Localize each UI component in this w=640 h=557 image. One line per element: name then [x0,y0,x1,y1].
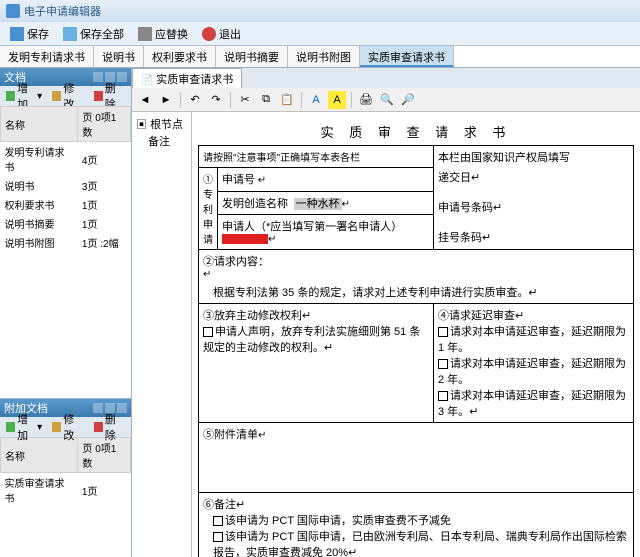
tree-node[interactable]: 备注 [136,132,187,150]
document-tabs: 发明专利请求书说明书权利要求书说明书摘要说明书附图实质审查请求书 [0,46,640,68]
edit-icon [52,91,61,101]
select-button[interactable]: A [307,91,325,109]
doc-tab[interactable]: 实质审查请求书 [360,46,454,67]
checkbox[interactable] [438,359,448,369]
zoom-in-button[interactable]: 🔎 [399,91,417,109]
attach-panel-toolbar: 增加 ▾ 修改 删除 [0,417,131,437]
checkbox[interactable] [203,327,213,337]
list-item[interactable]: 说明书3页 [1,176,131,195]
nav-back-button[interactable]: ◄ [136,91,154,109]
cut-button[interactable]: ✂ [236,91,254,109]
delete-icon [94,91,103,101]
save-all-icon [63,27,77,41]
content-tab-active[interactable]: 📄 实质审查请求书 [132,68,242,89]
doc-tab[interactable]: 说明书摘要 [216,46,288,67]
form-table: 请按照"注意事项"正确填写本表各栏 本栏由国家知识产权局填写 递交日↵ 申请号条… [198,145,634,557]
doc-tab[interactable]: 说明书 [94,46,144,67]
main-toolbar: 保存 保存全部 应替换 退出 [0,22,640,46]
docs-list: 名称页 0项1数发明专利请求书4页说明书3页权利要求书1页说明书摘要1页说明书附… [0,106,131,398]
undo-button[interactable]: ↶ [186,91,204,109]
content-tabbar: 📄 实质审查请求书 [132,68,640,88]
section-3-right: ④请求延迟审查↵ 请求对本申请延迟审查，延迟期限为 1 年。 请求对本申请延迟审… [434,304,634,423]
print-button[interactable]: 🖨 [357,91,375,109]
sidebar: 文档 增加 ▾ 修改 删除 名称页 0项1数发明专利请求书4页说明书3页权利要求… [0,68,132,557]
list-item[interactable]: 说明书摘要1页 [1,214,131,233]
list-item[interactable]: 发明专利请求书4页 [1,142,131,177]
edit-icon [52,422,61,432]
doc-tab[interactable]: 权利要求书 [144,46,216,67]
save-button[interactable]: 保存 [4,24,55,44]
save-icon [10,27,24,41]
replace-icon [138,27,152,41]
attach-delete-button[interactable]: 删除 [90,410,129,444]
section-4: ⑤附件清单↵ [199,423,634,493]
doc-tab[interactable]: 发明专利请求书 [0,46,94,67]
save-all-button[interactable]: 保存全部 [57,24,130,44]
nav-fwd-button[interactable]: ► [157,91,175,109]
attach-add-button[interactable]: 增加 ▾ [2,410,46,444]
section-5: ⑥备注↵ 该申请为 PCT 国际申请，实质审查费不予减免 该申请为 PCT 国际… [199,493,634,557]
list-item[interactable]: 实质审查请求书1页 [1,473,131,508]
attach-list: 名称页 0项1数实质审查请求书1页 [0,437,131,557]
form-document: 实 质 审 查 请 求 书 请按照"注意事项"正确填写本表各栏 本栏由国家知识产… [192,112,640,557]
checkbox[interactable] [438,327,448,337]
highlight-button[interactable]: A [328,91,346,109]
section-1-label: ①专利申请 [199,168,218,250]
section-2: ②请求内容：↵ 根据专利法第 35 条的规定，请求对上述专利申请进行实质审查。↵ [199,250,634,304]
editor-toolbar: ◄ ► ↶ ↷ ✂ ⧉ 📋 A A 🖨 🔍 🔎 [132,88,640,112]
app-icon [6,4,20,18]
checkbox[interactable] [213,516,223,526]
content-area: 📄 实质审查请求书 ◄ ► ↶ ↷ ✂ ⧉ 📋 A A 🖨 🔍 🔎 ▣ 根节点 … [132,68,640,557]
docs-panel-toolbar: 增加 ▾ 修改 删除 [0,86,131,106]
paste-button[interactable]: 📋 [278,91,296,109]
exit-icon [202,27,216,41]
field-app-number[interactable]: 申请号 ↵ [218,168,434,192]
redo-button[interactable]: ↷ [207,91,225,109]
field-invention-name[interactable]: 发明创造名称 一种水杯↵ [218,191,434,215]
list-item[interactable]: 权利要求书1页 [1,195,131,214]
zoom-out-button[interactable]: 🔍 [378,91,396,109]
add-icon [6,91,15,101]
section-3-left: ③放弃主动修改权利↵ 申请人声明，放弃专利法实施细则第 51 条规定的主动修改的… [199,304,434,423]
copy-button[interactable]: ⧉ [257,91,275,109]
title-bar: 电子申请编辑器 [0,0,640,22]
add-icon [6,422,15,432]
outline-tree: ▣ 根节点 备注 [132,112,192,557]
attach-edit-button[interactable]: 修改 [48,410,87,444]
form-title: 实 质 审 查 请 求 书 [198,118,634,145]
field-applicant[interactable]: 申请人（*应当填写第一署名申请人） ↵ [218,215,434,250]
tree-root[interactable]: ▣ 根节点 [136,116,187,132]
delete-icon [94,422,103,432]
app-title: 电子申请编辑器 [24,3,101,19]
list-item[interactable]: 说明书附图1页 :2幅 [1,233,131,252]
doc-tab[interactable]: 说明书附图 [288,46,360,67]
exit-button[interactable]: 退出 [196,24,247,44]
checkbox[interactable] [438,391,448,401]
replace-button[interactable]: 应替换 [132,24,194,44]
header-note: 请按照"注意事项"正确填写本表各栏 [199,146,434,168]
checkbox[interactable] [213,532,223,542]
